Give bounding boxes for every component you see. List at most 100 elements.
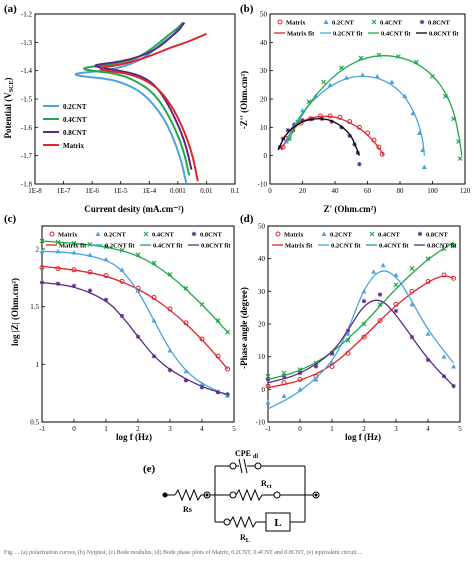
panel-c-ylabel: log |Z| (Ohm.cm²) — [10, 278, 20, 346]
data-point — [135, 288, 141, 293]
legend-label: 0.2CNT fit — [331, 243, 361, 250]
inductor-label: L — [274, 517, 281, 529]
data-point — [345, 331, 351, 336]
data-point — [321, 79, 327, 85]
y-tick-label: 10 — [258, 353, 266, 361]
legend-label: Matrix fit — [287, 31, 315, 38]
y-tick-label: 0 — [262, 386, 266, 394]
legend-marker — [371, 19, 377, 25]
x-tick-label: 0.1 — [231, 187, 240, 195]
x-tick-label: 1 — [104, 425, 108, 433]
x-tick-label: 5 — [458, 425, 462, 433]
legend-marker — [143, 231, 149, 237]
y-tick-label: -1.4 — [21, 67, 33, 75]
legend-label: 0.4CNT — [380, 20, 403, 27]
series-line — [94, 21, 193, 171]
cpe-plate — [238, 458, 243, 474]
series-line — [267, 299, 455, 387]
legend-label: 0.8CNT fit — [201, 243, 231, 250]
x-tick-label: 1E-8 — [28, 187, 42, 195]
data-point — [425, 331, 431, 336]
data-point — [441, 354, 447, 359]
data-point — [393, 308, 399, 314]
data-point — [199, 385, 205, 390]
y-tick-label: -10 — [258, 181, 268, 189]
plot-frame — [34, 13, 236, 185]
series-line — [99, 32, 207, 182]
y-tick-label: -1.8 — [21, 181, 33, 189]
y-tick-label: 40 — [260, 39, 268, 47]
x-tick-label: 0 — [268, 187, 272, 195]
y-tick-label: 1 — [36, 361, 40, 369]
data-point — [103, 297, 109, 302]
data-point — [265, 383, 271, 389]
node-dot — [205, 493, 209, 497]
panel-a-xlabel: Current desity (mA.cm⁻²) — [84, 204, 184, 214]
y-tick-label: -1.6 — [21, 124, 33, 132]
legend-label: 0.2CNT — [330, 232, 353, 239]
legend-label: 0.8CNT — [426, 232, 449, 239]
data-point — [329, 351, 335, 356]
series-line — [267, 241, 454, 381]
data-point — [300, 118, 305, 123]
x-tick-label: -1 — [39, 425, 45, 433]
node — [254, 462, 262, 470]
series-line — [267, 270, 455, 410]
x-tick-label: 120 — [460, 187, 471, 195]
x-tick-label: 60 — [364, 187, 372, 195]
cpe-label: CPE dl — [235, 449, 258, 460]
y-tick-label: 40 — [258, 255, 266, 263]
data-point — [451, 363, 457, 369]
rl-label: RL — [240, 533, 250, 544]
y-tick-label: -1.7 — [21, 152, 33, 160]
series-line — [284, 75, 426, 156]
data-point — [39, 238, 45, 244]
legend-label: 0.4CNT fit — [381, 31, 411, 38]
legend-label: 0.4CNT fit — [153, 243, 183, 250]
legend-label: 0.8CNT — [428, 20, 451, 27]
legend-label: 0.4CNT — [378, 232, 401, 239]
data-point — [71, 283, 77, 289]
data-point — [39, 248, 45, 254]
y-tick-label: 50 — [258, 223, 266, 231]
node — [229, 491, 237, 499]
series-line — [41, 265, 229, 370]
data-point — [313, 377, 319, 382]
data-point — [225, 366, 231, 372]
data-point — [281, 370, 287, 376]
y-tick-label: -1.3 — [21, 39, 33, 47]
legend-label: 0.2CNT fit — [105, 243, 135, 250]
data-point — [183, 285, 189, 291]
data-point — [199, 336, 205, 342]
data-point — [265, 373, 271, 379]
series-line — [83, 21, 191, 176]
x-tick-label: 1E-6 — [85, 187, 99, 195]
node — [223, 518, 231, 526]
resistor-rl — [229, 515, 257, 529]
y-tick-label: 1.5 — [30, 303, 39, 311]
rs-label: Rs — [183, 505, 192, 514]
resistor-rs — [174, 488, 202, 502]
legend-label: 0.4CNT — [63, 116, 87, 124]
panel-d-xlabel: log f (Hz) — [345, 432, 381, 442]
x-tick-label: 20 — [299, 187, 307, 195]
x-tick-label: 100 — [427, 187, 438, 195]
y-tick-label: 20 — [260, 96, 268, 104]
legend-marker — [323, 19, 329, 24]
data-point — [421, 164, 427, 169]
legend-label: Matrix — [58, 232, 78, 239]
data-point — [347, 133, 352, 139]
legend-label: 0.8CNT — [63, 129, 87, 137]
panel-d-label: (d) — [240, 213, 254, 225]
panel-c: -1 0 1 2 3 4 5 0.5 1 1.5 2 Matrix 0.2CNT 0.4CNT 0.8CNT… — [30, 225, 236, 433]
node — [273, 491, 281, 499]
data-point — [380, 262, 386, 268]
data-point — [361, 298, 367, 304]
series-line — [267, 275, 454, 389]
x-tick-label: 0.001 — [170, 187, 186, 195]
x-tick-label: 2 — [362, 425, 366, 433]
x-tick-label: 0 — [298, 425, 302, 433]
legend-label: 0.4CNT — [152, 232, 175, 239]
data-point — [313, 364, 319, 369]
